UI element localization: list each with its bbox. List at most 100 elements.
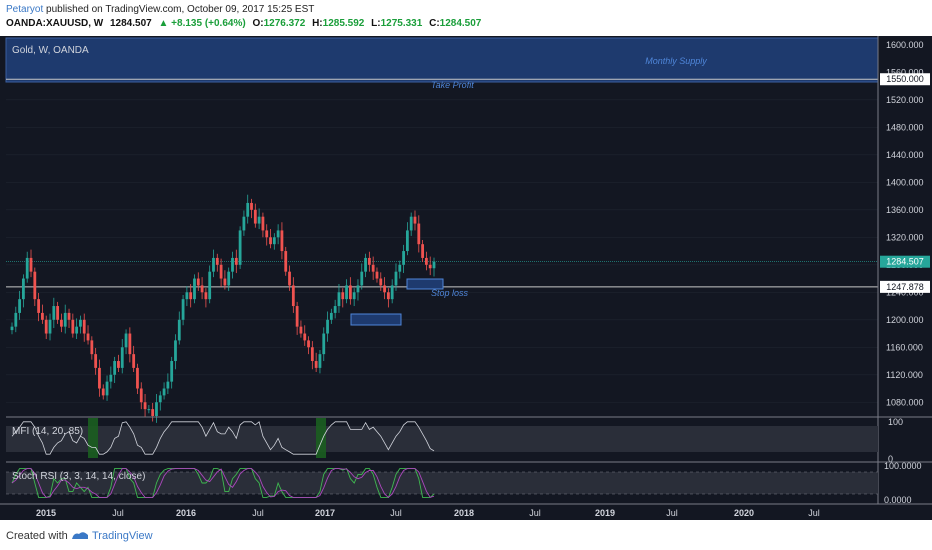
time-tick-label: 2018	[454, 508, 474, 518]
candle-body	[375, 271, 379, 279]
candle-body	[60, 319, 63, 327]
time-tick-label: Jul	[808, 508, 820, 518]
take-profit-price-tag	[880, 73, 930, 86]
mfi-line	[11, 421, 435, 455]
candle-body	[348, 285, 352, 300]
low-label: L:	[371, 18, 381, 29]
candle-body	[307, 340, 310, 348]
candle-body	[105, 381, 109, 396]
candle-body	[272, 237, 276, 245]
candle-body	[253, 209, 257, 224]
candle-body	[337, 292, 341, 307]
candle-body	[67, 312, 71, 320]
candle-body	[52, 306, 56, 320]
time-tick-label: 2015	[36, 508, 56, 518]
candle-body	[432, 261, 436, 269]
candle-body	[189, 292, 193, 300]
last-price-tag	[880, 255, 930, 268]
candle-body	[166, 381, 170, 389]
entry-zone	[406, 278, 444, 290]
candle-body	[79, 319, 82, 327]
candle-body	[204, 292, 208, 300]
candle-body	[246, 202, 250, 217]
candle-body	[250, 202, 253, 210]
candle-body	[212, 257, 215, 272]
stoch-axis-bottom: 0.0000	[884, 495, 912, 505]
candle-body	[314, 361, 318, 368]
time-tick-label: Jul	[390, 508, 402, 518]
price-tick-label: 1600.000	[886, 40, 924, 50]
change-value: ▲ +8.135 (+0.64%)	[158, 18, 246, 29]
candles	[10, 194, 436, 423]
close-label: C:	[429, 18, 440, 29]
open-value: 1276.372	[263, 18, 306, 29]
candle-body	[82, 319, 86, 334]
candle-body	[417, 223, 421, 245]
candle-body	[326, 319, 329, 334]
candle-body	[333, 306, 337, 313]
candle-body	[162, 388, 166, 396]
price-tick-label: 1080.000	[886, 397, 924, 407]
high-value: 1285.592	[322, 18, 365, 29]
candle-body	[41, 312, 44, 320]
price-tick-label: 1560.000	[886, 67, 924, 77]
candle-body	[371, 264, 375, 272]
candle-body	[128, 333, 132, 355]
time-tick-label: 2020	[734, 508, 754, 518]
candle-body	[310, 347, 314, 362]
candle-body	[139, 388, 143, 403]
candle-body	[345, 285, 348, 300]
chart-area[interactable]: Monthly Supply Gold, W, OANDA Take Profi…	[0, 36, 932, 520]
candle-body	[280, 230, 284, 252]
author-link[interactable]: Petaryot	[6, 4, 44, 15]
candle-body	[44, 319, 48, 334]
publish-info: published on TradingView.com, October 09…	[46, 4, 315, 15]
time-tick-label: Jul	[666, 508, 678, 518]
candle-body	[151, 409, 155, 416]
mfi-axis-bottom: 0	[888, 454, 893, 464]
time-tick-label: Jul	[252, 508, 264, 518]
candle-body	[132, 354, 136, 368]
price-tick-label: 1440.000	[886, 150, 924, 160]
candle-body	[394, 271, 398, 286]
chart-svg[interactable]: Monthly Supply Gold, W, OANDA Take Profi…	[0, 36, 932, 520]
footer: Created with TradingView	[0, 522, 932, 550]
candle-body	[193, 278, 196, 300]
candle-body	[265, 230, 269, 238]
candle-body	[398, 264, 402, 272]
stoch-axis-top: 100.0000	[884, 461, 922, 471]
candle-body	[231, 257, 234, 272]
open-label: O:	[252, 18, 264, 29]
candle-body	[288, 271, 291, 286]
candle-body	[33, 271, 37, 300]
candle-body	[109, 374, 113, 382]
mfi-band	[6, 426, 878, 452]
candle-body	[219, 264, 223, 279]
candle-body	[257, 216, 261, 224]
price-tick-label: 1360.000	[886, 205, 924, 215]
take-profit-price: 1550.000	[886, 74, 924, 84]
grid	[6, 44, 878, 403]
stop-loss-price-tag	[880, 280, 930, 293]
candle-body	[120, 347, 124, 368]
low-value: 1275.331	[380, 18, 423, 29]
candle-body	[428, 264, 432, 269]
price-tick-label: 1320.000	[886, 232, 924, 242]
time-tick-label: Jul	[529, 508, 541, 518]
candle-body	[238, 230, 242, 265]
stoch-d-line	[11, 468, 435, 499]
last-price: 1284.507	[110, 18, 152, 29]
tradingview-logo-icon	[72, 532, 88, 539]
candle-body	[261, 216, 265, 231]
candle-body	[158, 395, 162, 403]
price-axis-bg	[878, 36, 932, 520]
stoch-k-line	[11, 468, 435, 498]
publish-line: Petaryot published on TradingView.com, O…	[6, 4, 314, 15]
candle-body	[329, 312, 333, 320]
candle-body	[223, 278, 227, 286]
tradingview-link[interactable]: TradingView	[92, 530, 153, 542]
candle-body	[242, 216, 246, 231]
price-tick-label: 1520.000	[886, 95, 924, 105]
candle-body	[136, 367, 139, 389]
candle-body	[215, 257, 219, 265]
